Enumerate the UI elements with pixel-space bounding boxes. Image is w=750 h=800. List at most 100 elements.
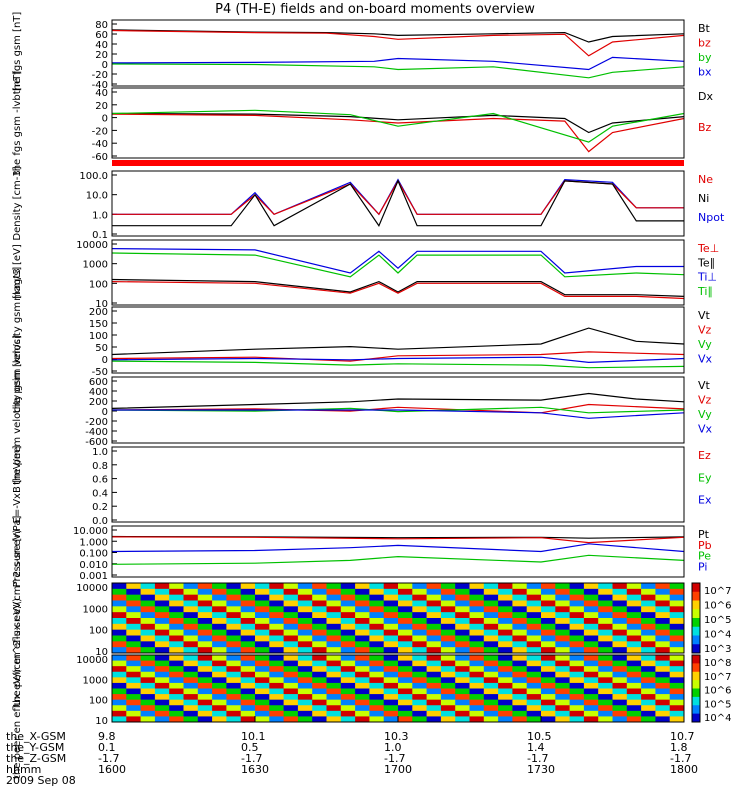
heatmap-cell xyxy=(112,655,127,662)
colorbar-cell xyxy=(692,671,700,681)
heatmap-cell xyxy=(612,660,628,667)
heatmap-cell xyxy=(469,671,485,678)
ytick-label: 1.0 xyxy=(92,210,108,221)
heatmap-cell xyxy=(355,655,370,662)
heatmap-cell xyxy=(126,600,142,607)
heatmap-cell xyxy=(626,635,642,642)
heatmap-cell xyxy=(383,583,399,590)
heatmap-cell xyxy=(483,623,499,631)
heatmap-cell xyxy=(112,671,127,678)
heatmap-cell xyxy=(598,688,613,695)
heatmap-cell xyxy=(183,705,199,712)
heatmap-cell xyxy=(154,612,170,619)
heatmap-cell xyxy=(383,606,399,613)
heatmap-cell xyxy=(154,660,170,667)
heatmap-cell xyxy=(541,618,556,625)
heatmap-cell xyxy=(197,705,213,712)
ytick-label: 50 xyxy=(95,343,108,354)
heatmap-cell xyxy=(455,623,470,631)
heatmap-cell xyxy=(469,588,485,596)
heatmap-cell xyxy=(469,612,485,619)
heatmap-cell xyxy=(355,682,370,689)
heatmap-cell xyxy=(512,705,528,712)
heatmap-cell xyxy=(426,647,442,654)
heatmap-cell xyxy=(183,682,199,689)
heatmap-cell xyxy=(583,594,599,601)
ytick-label: 0 xyxy=(102,114,108,125)
heatmap-cell xyxy=(240,705,256,712)
heatmap-cell xyxy=(169,588,184,596)
heatmap-cell xyxy=(655,677,671,684)
heatmap-cell xyxy=(512,612,528,619)
heatmap-cell xyxy=(283,594,299,601)
heatmap-cell xyxy=(555,594,571,601)
heatmap-cell xyxy=(154,641,170,648)
heatmap-cell xyxy=(269,677,285,684)
heatmap-cell xyxy=(183,660,199,667)
heatmap-cell xyxy=(212,682,227,689)
heatmap-cell xyxy=(126,629,142,636)
heatmap-cell xyxy=(197,694,213,701)
footer-row-value: 9.8 xyxy=(98,730,116,743)
legend-label: Vx xyxy=(698,423,713,436)
heatmap-cell xyxy=(512,671,528,678)
footer-row: the_Y-GSM 0.1 0.5 1.0 1.4 1.8 xyxy=(6,742,688,753)
series-line-Vt xyxy=(111,327,685,356)
heatmap-cell xyxy=(569,588,585,596)
heatmap-cell xyxy=(226,606,242,613)
legend-label: Vz xyxy=(698,324,712,337)
heatmap-cell xyxy=(326,660,342,667)
heatmap-cell xyxy=(455,618,470,625)
heatmap-cell xyxy=(383,588,399,596)
heatmap-cell xyxy=(126,588,142,596)
legend-label: Ni xyxy=(698,192,709,205)
heatmap-cell xyxy=(583,694,599,701)
heatmap-cell xyxy=(283,606,299,613)
heatmap-cell xyxy=(212,655,227,662)
heatmap-cell xyxy=(369,699,385,706)
heatmap-cell xyxy=(583,671,599,678)
heatmap-cell xyxy=(297,666,313,673)
heatmap-cell xyxy=(112,699,127,706)
y-axis-label: Density [cm-3] xyxy=(12,166,23,240)
heatmap-cell xyxy=(154,677,170,684)
heatmap-cell xyxy=(555,655,571,662)
heatmap-cell xyxy=(483,716,499,723)
heatmap-cell xyxy=(498,612,513,619)
series-line-Vy xyxy=(111,360,685,369)
heatmap-cell xyxy=(626,641,642,648)
heatmap-cell xyxy=(240,583,256,590)
heatmap-cell xyxy=(498,623,513,631)
heatmap-cell xyxy=(255,612,270,619)
heatmap-cell xyxy=(626,671,642,678)
ytick-label: 60 xyxy=(95,30,108,41)
panel-frame xyxy=(111,306,685,374)
panel-frame xyxy=(111,376,685,444)
heatmap-cell xyxy=(226,660,242,667)
heatmap-cell xyxy=(598,710,613,717)
panel-9: 10000 1000 100 10 the peir en eflux eV/(cm^2… xyxy=(12,529,731,707)
heatmap-cell xyxy=(383,677,399,684)
heatmap-cell xyxy=(183,647,199,654)
heatmap-cell xyxy=(283,623,299,631)
heatmap-cell xyxy=(583,588,599,596)
heatmap-cell xyxy=(369,666,385,673)
heatmap-cell xyxy=(598,594,613,601)
heatmap-cell xyxy=(583,710,599,717)
heatmap-cell xyxy=(412,647,428,654)
heatmap-cell xyxy=(626,694,642,701)
footer-row-value: 10.3 xyxy=(384,730,409,743)
ytick-label: 20 xyxy=(95,101,108,112)
y-axis-label: Pressure [nPa] xyxy=(12,516,23,588)
heatmap-cell xyxy=(569,710,585,717)
date-label: 2009 Sep 08 xyxy=(6,774,76,787)
heatmap-cell xyxy=(312,716,327,723)
heatmap-cell xyxy=(240,660,256,667)
heatmap-cell xyxy=(641,600,656,607)
heatmap-cell xyxy=(297,612,313,619)
heatmap-cell xyxy=(283,694,299,701)
heatmap-cell xyxy=(312,699,327,706)
heatmap-cell xyxy=(669,682,685,689)
heatmap-cell xyxy=(126,594,142,601)
